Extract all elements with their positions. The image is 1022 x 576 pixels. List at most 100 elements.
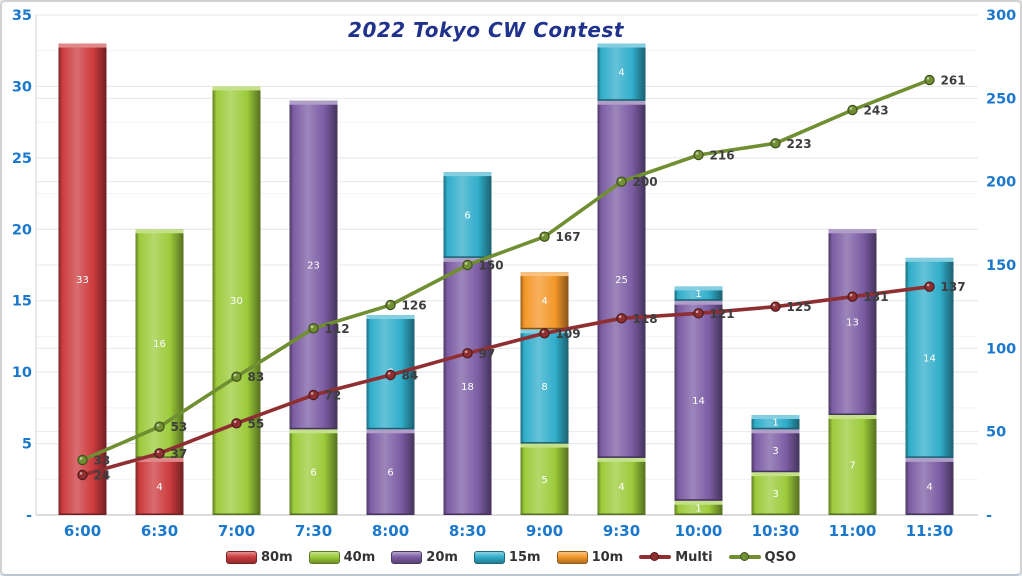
line-marker-qso <box>231 371 242 382</box>
line-value-label-multi: 97 <box>479 347 496 361</box>
line-marker-highlight <box>541 330 545 334</box>
bar-segment-40m <box>520 443 569 515</box>
line-marker-highlight <box>926 77 930 80</box>
y-left-tick-label: 35 <box>12 8 32 24</box>
bar-segment-top-bevel <box>597 43 646 48</box>
line-marker-multi <box>616 313 627 324</box>
bar-segment-15m <box>597 43 646 101</box>
bar-segment-20m <box>289 100 338 430</box>
x-tick-label: 7:30 <box>295 522 332 540</box>
bar-segment-20m <box>674 300 723 501</box>
legend-swatch-multi <box>639 550 672 564</box>
line-value-label-multi: 55 <box>248 417 265 431</box>
bar-value-label: 8 <box>541 382 547 393</box>
legend-label-15m: 15m <box>508 549 541 565</box>
legend-item-qso: QSO <box>728 549 796 565</box>
line-marker-highlight <box>310 325 314 329</box>
line-marker-qso <box>308 323 319 334</box>
bar-segment-bottom-edge <box>751 427 800 430</box>
bar-segment-20m <box>597 100 646 458</box>
line-marker-highlight <box>79 472 83 475</box>
line-marker-multi <box>770 301 781 312</box>
bar-segment-20m <box>828 229 877 415</box>
bar-value-label: 14 <box>692 396 705 407</box>
legend-label-multi: Multi <box>675 549 713 565</box>
line-value-label-qso: 33 <box>94 454 111 468</box>
y-left-tick-label: 30 <box>12 79 32 95</box>
line-marker-highlight <box>772 303 776 307</box>
line-marker-highlight <box>772 140 776 144</box>
line-value-label-qso: 216 <box>710 149 735 163</box>
bar-segment-15m <box>520 329 569 444</box>
line-marker-multi <box>231 418 242 429</box>
line-value-label-qso: 150 <box>479 259 504 273</box>
bar-value-label: 16 <box>153 339 166 350</box>
line-marker-multi <box>154 448 165 459</box>
bar-segment-top-bevel <box>289 429 338 434</box>
line-value-label-multi: 137 <box>941 280 966 294</box>
line-marker-highlight <box>695 310 699 314</box>
y-left-tick-label: 20 <box>12 222 32 238</box>
bar-segment-bottom-edge <box>366 513 415 515</box>
bar-segment-80m <box>58 43 107 515</box>
line-multi <box>80 284 932 477</box>
bar-value-label: 4 <box>926 482 932 493</box>
line-marker-qso <box>77 454 88 466</box>
bar-segment-top-bevel <box>597 100 646 105</box>
line-value-label-qso: 53 <box>171 420 188 434</box>
line-marker-highlight <box>464 350 468 354</box>
bar-value-label: 6 <box>387 468 393 479</box>
bar-segment-bottom-edge <box>751 513 800 515</box>
line-marker-multi <box>77 469 88 481</box>
line-value-label-qso: 200 <box>633 175 658 189</box>
bar-value-label: 4 <box>156 482 162 493</box>
bar-segment-top-bevel <box>828 415 877 419</box>
bar-value-label: 6 <box>464 211 470 222</box>
bar-segment-bottom-edge <box>751 470 800 473</box>
bar-segment-bottom-edge <box>597 513 646 515</box>
bar-segment-40m <box>828 415 877 515</box>
y-left-tick-label: 5 <box>22 437 32 453</box>
bar-segment-top-bevel <box>905 257 954 262</box>
bar-value-label: 1 <box>695 503 701 514</box>
legend-item-20m: 20m <box>391 550 458 565</box>
bar-segment-top-bevel <box>443 172 492 177</box>
bar-value-label: 25 <box>615 275 628 286</box>
bar-segment-bottom-edge <box>674 513 723 515</box>
bar-value-label: 1 <box>772 418 778 429</box>
legend-swatch-40m <box>308 550 340 564</box>
line-marker-multi <box>924 281 935 292</box>
line-marker-highlight <box>79 457 83 460</box>
line-marker-qso <box>616 176 627 187</box>
bar-segment-bottom-edge <box>520 513 569 515</box>
y-right-tick-label: 150 <box>986 258 1016 274</box>
line-marker-highlight <box>695 152 699 155</box>
y-left-tick-label: 10 <box>12 365 32 381</box>
line-value-label-multi: 109 <box>556 327 581 341</box>
y-right-tick-label: 250 <box>986 91 1016 107</box>
x-tick-label: 6:00 <box>64 522 101 540</box>
bar-segment-top-bevel <box>905 457 954 462</box>
y-left-tick-label: 15 <box>12 294 32 310</box>
line-marker-qso <box>385 299 396 311</box>
line-marker-qso <box>693 149 704 161</box>
bar-value-label: 23 <box>307 261 320 272</box>
bar-value-label: 4 <box>618 482 624 493</box>
bar-value-label: 18 <box>461 382 474 393</box>
legend-label-20m: 20m <box>426 549 458 565</box>
bar-value-label: 33 <box>76 275 89 286</box>
legend-label-qso: QSO <box>764 549 796 565</box>
line-value-label-qso: 126 <box>402 299 427 313</box>
bar-segment-20m <box>443 257 492 515</box>
bar-value-label: 4 <box>618 68 624 79</box>
bar-segment-bottom-edge <box>597 99 646 101</box>
bar-segment-top-bevel <box>674 500 723 505</box>
line-value-label-qso: 83 <box>248 370 265 384</box>
line-qso <box>80 78 932 462</box>
bar-segment-40m <box>212 86 261 515</box>
line-value-label-multi: 118 <box>633 312 658 326</box>
line-marker-qso <box>924 74 935 86</box>
line-marker-multi <box>539 328 550 339</box>
bar-segment-top-bevel <box>366 315 415 319</box>
